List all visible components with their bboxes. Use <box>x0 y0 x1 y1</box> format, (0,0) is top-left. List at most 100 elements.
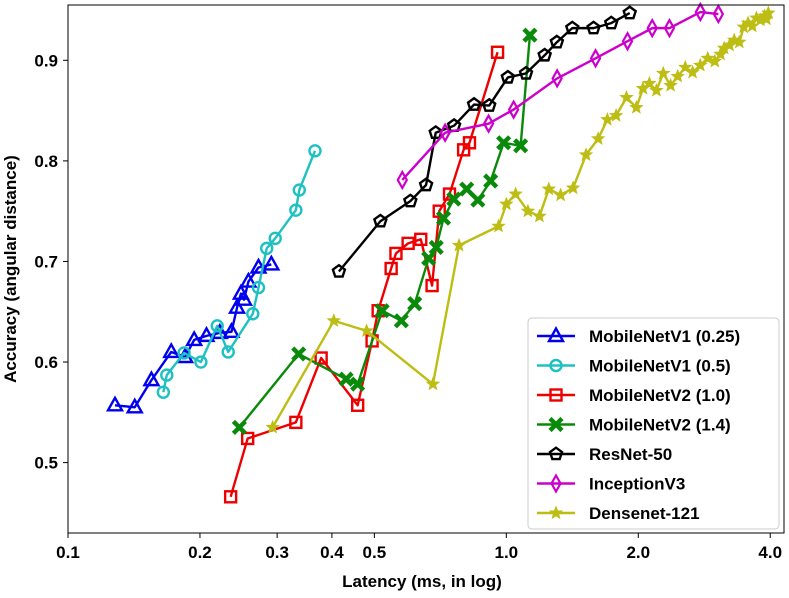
data-point <box>586 20 601 35</box>
y-tick-label: 0.5 <box>34 454 58 473</box>
data-point <box>359 323 374 338</box>
data-point <box>694 1 707 23</box>
data-point <box>234 289 253 306</box>
data-point <box>374 303 390 319</box>
data-point <box>549 34 565 49</box>
data-point <box>565 180 581 195</box>
legend-marker <box>549 358 563 373</box>
data-point <box>470 192 486 208</box>
legend-label: MobileNetV1 (0.25) <box>589 327 740 346</box>
data-point <box>160 368 174 382</box>
data-point <box>761 5 776 20</box>
data-point <box>578 147 594 162</box>
data-point <box>655 65 671 80</box>
data-point <box>396 169 409 191</box>
data-point <box>622 5 638 20</box>
data-point <box>522 27 538 43</box>
data-point <box>221 345 235 359</box>
data-point <box>240 431 255 446</box>
y-tick-label: 0.7 <box>34 252 58 271</box>
series-7 <box>265 5 776 434</box>
legend-marker <box>549 388 563 402</box>
legend-entry: MobileNetV1 (0.25) <box>537 326 740 346</box>
data-point <box>496 135 512 151</box>
data-point <box>707 53 723 68</box>
data-point <box>608 108 624 122</box>
legend-entry: ResNet-50 <box>537 445 672 464</box>
data-point <box>401 236 415 251</box>
legend-marker <box>546 326 566 343</box>
series-line <box>162 150 317 393</box>
data-point <box>223 490 238 504</box>
data-point <box>513 138 529 154</box>
legend-entry: MobileNetV2 (1.0) <box>537 386 731 405</box>
data-point <box>508 186 523 201</box>
series-layer <box>105 1 776 504</box>
data-point <box>268 231 282 246</box>
data-point <box>553 187 568 202</box>
data-point <box>291 346 307 362</box>
x-tick-label: 0.5 <box>363 543 387 562</box>
data-point <box>499 196 514 211</box>
data-point <box>210 319 224 333</box>
data-point <box>603 15 619 30</box>
data-point <box>251 280 266 295</box>
data-point <box>537 47 553 62</box>
data-point <box>289 203 303 217</box>
data-point <box>482 113 495 134</box>
data-point <box>314 351 328 365</box>
data-point <box>541 181 557 196</box>
data-point <box>621 30 634 52</box>
legend-label: InceptionV3 <box>589 475 685 494</box>
data-point <box>350 398 365 412</box>
data-point <box>227 297 247 314</box>
data-point <box>414 232 428 247</box>
data-point <box>500 69 516 84</box>
data-point <box>466 96 482 111</box>
legend-entry: MobileNetV2 (1.4) <box>537 416 731 435</box>
x-tick-label: 0.4 <box>320 543 344 562</box>
data-point <box>663 17 676 39</box>
data-point <box>428 239 444 255</box>
data-point <box>418 177 434 192</box>
ticks-layer: 0.1 0.2 0.3 0.4 0.5 1.0 2.0 4.0 0.5 0.6 0.7 0.8 0.9 <box>34 51 782 562</box>
data-point <box>629 99 644 114</box>
series-line <box>401 10 719 181</box>
data-point <box>446 191 462 207</box>
data-point <box>518 65 534 80</box>
data-point <box>239 271 258 288</box>
series-2 <box>156 144 322 399</box>
legend-label: ResNet-50 <box>589 445 672 464</box>
data-point <box>326 313 342 327</box>
data-point <box>451 237 467 252</box>
data-point <box>265 419 280 434</box>
legend-label: MobileNetV2 (1.4) <box>589 416 731 435</box>
legend-entry: InceptionV3 <box>537 473 685 494</box>
data-point <box>442 187 457 201</box>
data-point <box>462 136 477 150</box>
data-point <box>481 97 497 112</box>
data-point <box>532 208 547 223</box>
legend-marker <box>548 416 564 433</box>
data-point <box>491 218 506 233</box>
data-point <box>564 20 580 35</box>
data-point <box>185 329 204 347</box>
data-point <box>105 395 125 412</box>
legend-marker <box>550 473 562 494</box>
data-point <box>649 82 664 97</box>
data-point <box>156 385 171 399</box>
data-point <box>402 193 418 208</box>
series-6 <box>396 1 725 191</box>
series-5 <box>331 5 638 278</box>
data-point <box>590 131 606 145</box>
data-point <box>507 99 520 120</box>
data-point <box>663 77 678 92</box>
data-point <box>262 254 281 271</box>
data-point <box>194 355 208 369</box>
data-point <box>331 263 347 278</box>
data-point <box>142 370 161 387</box>
y-axis-title: Accuracy (angular distance) <box>1 155 20 383</box>
data-point <box>407 296 423 312</box>
data-point <box>162 342 181 359</box>
data-point <box>439 122 451 143</box>
